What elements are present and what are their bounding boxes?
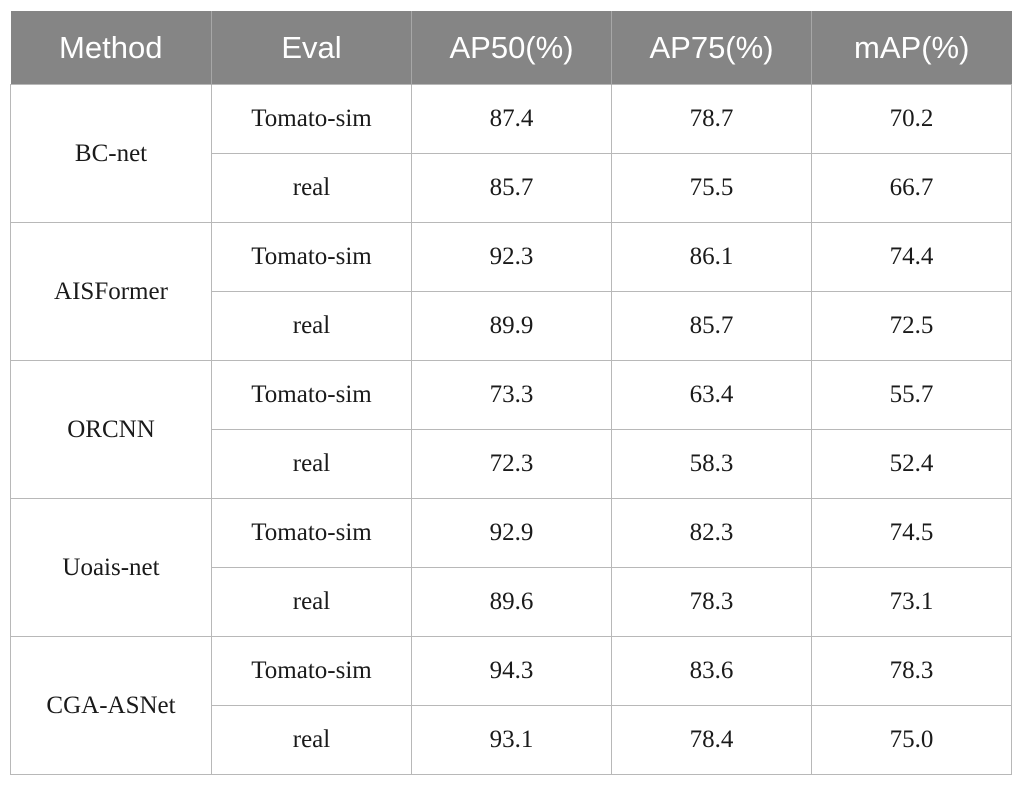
- table-header: Method Eval AP50(%) AP75(%) mAP(%): [10, 11, 1012, 85]
- map-cell: 74.4: [811, 222, 1012, 292]
- ap75-cell: 75.5: [611, 153, 812, 223]
- eval-cell: Tomato-sim: [211, 498, 412, 568]
- ap75-cell: 63.4: [611, 360, 812, 430]
- ap50-cell: 93.1: [411, 705, 612, 775]
- ap75-cell: 78.4: [611, 705, 812, 775]
- ap50-cell: 89.6: [411, 567, 612, 637]
- table-row: Uoais-net Tomato-sim 92.9 82.3 74.5: [10, 498, 1012, 637]
- ap75-cell: 78.3: [611, 567, 812, 637]
- method-cell: Uoais-net: [10, 498, 212, 637]
- method-cell: CGA-ASNet: [10, 636, 212, 775]
- eval-cell: real: [211, 567, 412, 637]
- method-cell: ORCNN: [10, 360, 212, 499]
- map-cell: 75.0: [811, 705, 1012, 775]
- eval-cell: real: [211, 153, 412, 223]
- header-ap75: AP75(%): [611, 11, 812, 85]
- ap75-cell: 83.6: [611, 636, 812, 706]
- results-table: Method Eval AP50(%) AP75(%) mAP(%) BC-ne…: [10, 11, 1012, 775]
- ap75-cell: 86.1: [611, 222, 812, 292]
- method-cell: AISFormer: [10, 222, 212, 361]
- table-row: real 93.1 78.4 75.0: [11, 705, 1012, 775]
- eval-cell: real: [211, 291, 412, 361]
- ap50-cell: 87.4: [411, 84, 612, 154]
- table-row: AISFormer Tomato-sim 92.3 86.1 74.4: [10, 222, 1012, 361]
- eval-cell: Tomato-sim: [211, 360, 412, 430]
- map-cell: 70.2: [811, 84, 1012, 154]
- map-cell: 78.3: [811, 636, 1012, 706]
- table-row: ORCNN Tomato-sim 73.3 63.4 55.7: [10, 360, 1012, 499]
- header-method: Method: [10, 11, 212, 85]
- table-row: real 89.6 78.3 73.1: [11, 567, 1012, 637]
- table-body: BC-net Tomato-sim 87.4 78.7 70.2 real 85…: [10, 84, 1012, 775]
- eval-cell: Tomato-sim: [211, 222, 412, 292]
- ap50-cell: 85.7: [411, 153, 612, 223]
- ap75-cell: 82.3: [611, 498, 812, 568]
- ap75-cell: 78.7: [611, 84, 812, 154]
- map-cell: 66.7: [811, 153, 1012, 223]
- map-cell: 55.7: [811, 360, 1012, 430]
- eval-cell: real: [211, 705, 412, 775]
- ap50-cell: 92.3: [411, 222, 612, 292]
- ap75-cell: 85.7: [611, 291, 812, 361]
- map-cell: 73.1: [811, 567, 1012, 637]
- map-cell: 52.4: [811, 429, 1012, 499]
- eval-cell: Tomato-sim: [211, 84, 412, 154]
- table-row: real 89.9 85.7 72.5: [11, 291, 1012, 361]
- table-row: real 72.3 58.3 52.4: [11, 429, 1012, 499]
- header-ap50: AP50(%): [411, 11, 612, 85]
- header-eval: Eval: [211, 11, 412, 85]
- ap50-cell: 89.9: [411, 291, 612, 361]
- ap50-cell: 73.3: [411, 360, 612, 430]
- ap50-cell: 94.3: [411, 636, 612, 706]
- ap50-cell: 92.9: [411, 498, 612, 568]
- method-cell: BC-net: [10, 84, 212, 223]
- header-map: mAP(%): [811, 11, 1012, 85]
- map-cell: 72.5: [811, 291, 1012, 361]
- eval-cell: real: [211, 429, 412, 499]
- ap50-cell: 72.3: [411, 429, 612, 499]
- map-cell: 74.5: [811, 498, 1012, 568]
- table-row: CGA-ASNet Tomato-sim 94.3 83.6 78.3: [10, 636, 1012, 775]
- table-row: BC-net Tomato-sim 87.4 78.7 70.2: [10, 84, 1012, 223]
- ap75-cell: 58.3: [611, 429, 812, 499]
- header-row: Method Eval AP50(%) AP75(%) mAP(%): [10, 11, 1012, 85]
- eval-cell: Tomato-sim: [211, 636, 412, 706]
